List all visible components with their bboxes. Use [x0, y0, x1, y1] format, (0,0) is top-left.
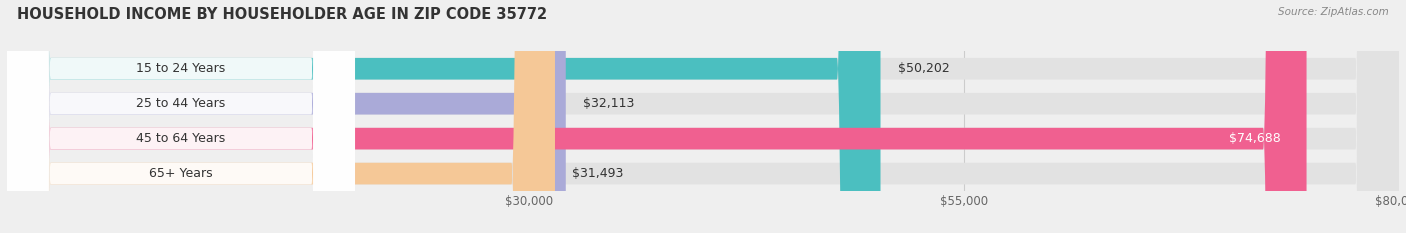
FancyBboxPatch shape [7, 0, 354, 233]
Text: Source: ZipAtlas.com: Source: ZipAtlas.com [1278, 7, 1389, 17]
Text: $74,688: $74,688 [1229, 132, 1281, 145]
Text: 15 to 24 Years: 15 to 24 Years [136, 62, 225, 75]
FancyBboxPatch shape [7, 0, 354, 233]
FancyBboxPatch shape [7, 0, 1399, 233]
Text: 25 to 44 Years: 25 to 44 Years [136, 97, 225, 110]
Text: $32,113: $32,113 [583, 97, 634, 110]
Text: $31,493: $31,493 [572, 167, 624, 180]
FancyBboxPatch shape [7, 0, 1399, 233]
FancyBboxPatch shape [7, 0, 1306, 233]
FancyBboxPatch shape [7, 0, 565, 233]
FancyBboxPatch shape [7, 0, 354, 233]
Text: HOUSEHOLD INCOME BY HOUSEHOLDER AGE IN ZIP CODE 35772: HOUSEHOLD INCOME BY HOUSEHOLDER AGE IN Z… [17, 7, 547, 22]
FancyBboxPatch shape [7, 0, 354, 233]
FancyBboxPatch shape [7, 0, 555, 233]
FancyBboxPatch shape [7, 0, 880, 233]
Text: 45 to 64 Years: 45 to 64 Years [136, 132, 225, 145]
FancyBboxPatch shape [7, 0, 1399, 233]
FancyBboxPatch shape [7, 0, 1399, 233]
Text: 65+ Years: 65+ Years [149, 167, 212, 180]
Text: $50,202: $50,202 [898, 62, 949, 75]
